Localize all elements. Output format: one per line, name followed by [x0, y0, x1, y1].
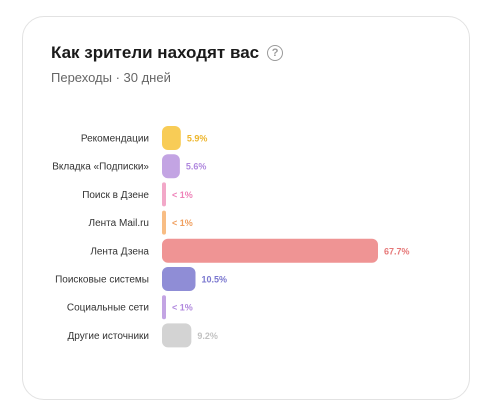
- card-header: Как зрители находят вас ?: [51, 43, 284, 63]
- bar[interactable]: [162, 267, 196, 291]
- bar[interactable]: [162, 295, 166, 320]
- help-icon[interactable]: ?: [267, 45, 284, 61]
- value-label: < 1%: [172, 303, 193, 313]
- value-label: 9.2%: [197, 331, 218, 341]
- bar[interactable]: [162, 210, 166, 235]
- category-label: Поисковые системы: [55, 275, 149, 286]
- category-label: Лента Дзена: [90, 246, 149, 257]
- bar[interactable]: [162, 323, 192, 348]
- value-label: 10.5%: [202, 275, 228, 285]
- category-label: Поиск в Дзене: [82, 190, 149, 201]
- bar[interactable]: [162, 182, 166, 207]
- category-label: Другие источники: [68, 331, 149, 342]
- value-label: < 1%: [172, 190, 193, 200]
- card-title: Как зрители находят вас: [51, 43, 260, 62]
- card-subtitle: Переходы · 30 дней: [51, 70, 171, 85]
- value-label: 5.9%: [187, 134, 208, 144]
- value-label: < 1%: [172, 218, 193, 228]
- category-label: Вкладка «Подписки»: [52, 162, 149, 173]
- category-label: Лента Mail.ru: [89, 218, 149, 229]
- value-label: 5.6%: [186, 162, 207, 172]
- traffic-sources-chart: Рекомендации 5.9% Вкладка «Подписки» 5.6% По…: [52, 126, 410, 348]
- bar[interactable]: [162, 238, 378, 263]
- category-label: Социальные сети: [67, 303, 149, 314]
- category-label: Рекомендации: [81, 134, 149, 145]
- bar[interactable]: [162, 154, 180, 179]
- bar[interactable]: [162, 126, 181, 150]
- traffic-sources-card: Как зрители находят вас ? Переходы · 30 …: [22, 16, 470, 400]
- value-label: 67.7%: [384, 246, 410, 256]
